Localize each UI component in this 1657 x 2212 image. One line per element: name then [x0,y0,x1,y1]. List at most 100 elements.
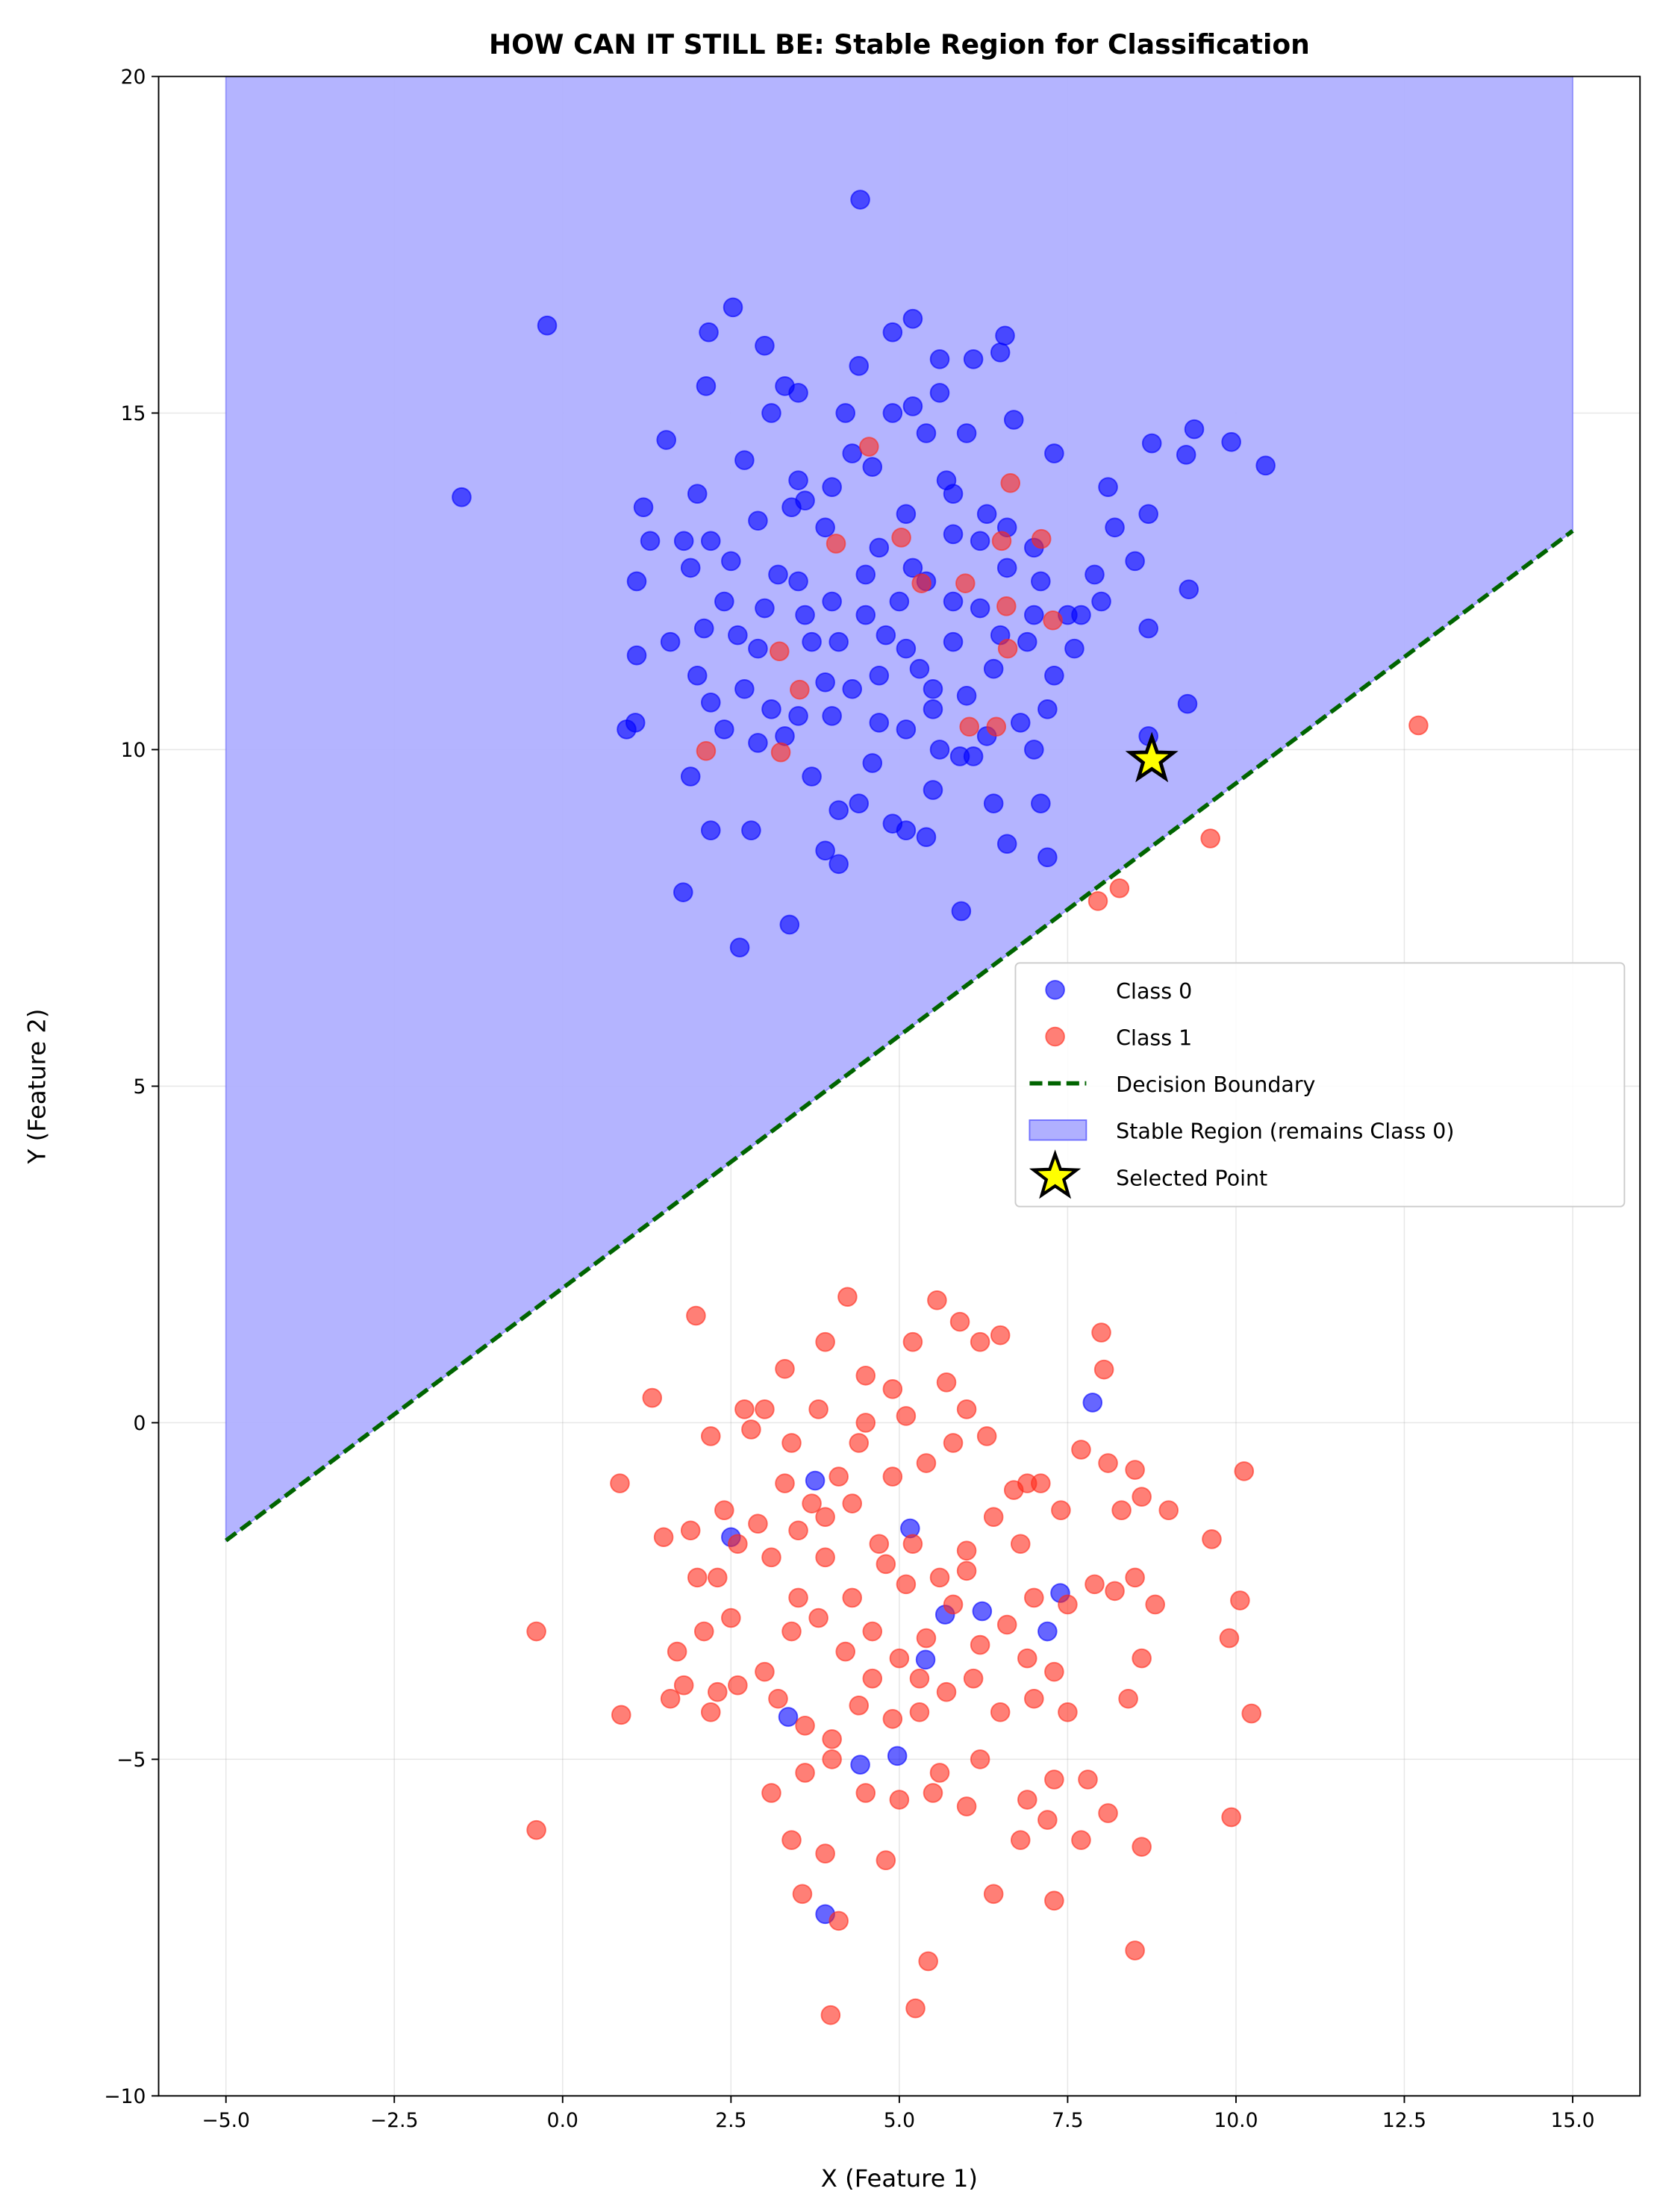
class-0-point [869,713,890,733]
class-0-point [1125,551,1145,572]
class-0-point [1098,477,1118,497]
class-0-point [1221,431,1241,452]
class-0-point [625,713,646,733]
class-0-point [855,604,876,625]
class-0-point [970,531,990,552]
class-1-point [996,1614,1017,1635]
class-0-point [680,766,701,787]
legend-marker-class-0 [1045,980,1065,1000]
class-1-point [869,1534,890,1555]
class-0-point [916,423,937,443]
legend-marker-star [1029,1149,1082,1199]
class-0-point [916,827,937,847]
class-0-point [700,531,721,552]
x-tick-label: 7.5 [1052,2109,1083,2132]
class-1-point [687,1567,708,1588]
class-1-point [1017,1790,1037,1810]
class-1-point [680,1520,701,1541]
class-1-point [1230,1590,1250,1610]
class-1-point [820,2005,841,2025]
class-0-point [828,854,849,875]
class-1-point [956,1796,977,1816]
class-1-point [842,1493,863,1513]
class-0-point [1024,604,1044,625]
class-0-point [929,349,950,369]
class-1-point [1058,1594,1078,1615]
class-0-point [779,914,800,935]
y-tick-label: 15 [121,402,146,425]
class-0-point [943,631,964,652]
class-1-point [815,1547,835,1568]
class-1-point [741,1419,761,1440]
class-1-point [1132,1487,1152,1507]
class-1-point [986,716,1007,737]
class-1-point [882,1466,903,1487]
class-1-point [781,1830,802,1850]
class-1-point [1125,1940,1145,1961]
class-0-point [887,1746,908,1766]
class-1-point [1058,1702,1078,1722]
class-0-point [869,537,890,558]
class-0-point [687,665,708,686]
class-0-point [778,1707,799,1727]
class-1-point [909,1668,930,1689]
class-0-point [640,531,661,552]
class-0-point [1031,571,1051,592]
class-1-point [795,1716,815,1736]
class-1-point [721,1608,741,1628]
class-1-point [943,1433,964,1453]
class-0-point [775,726,795,746]
class-1-point [775,1473,795,1493]
class-0-point [923,678,943,699]
class-1-point [1132,1837,1152,1857]
y-tick-label: −5 [116,1749,146,1772]
class-1-point [905,1998,926,2019]
class-0-point [882,322,903,343]
class-1-point [842,1587,863,1608]
class-1-point [918,1951,938,1972]
y-tick-label: 0 [134,1412,146,1435]
class-0-point [755,335,775,356]
class-1-point [815,1843,835,1863]
class-1-point [1098,1453,1118,1473]
class-1-point [936,1681,957,1702]
class-0-point [902,557,923,578]
class-1-point [927,1290,947,1310]
y-tick-label: 20 [121,66,146,89]
class-1-point [976,1426,997,1446]
class-1-point [959,716,979,737]
class-1-point [828,1910,849,1931]
class-1-point [728,1534,748,1555]
class-0-point [788,706,808,726]
class-1-point [770,641,790,662]
class-0-point [673,531,694,552]
class-0-point [956,686,977,706]
class-1-point [983,1507,1004,1527]
class-1-point [970,1331,990,1352]
class-0-point [815,840,835,861]
class-0-point [768,564,788,585]
class-0-point [990,342,1011,363]
class-1-point [1037,1810,1058,1830]
class-0-point [822,477,842,497]
class-0-point [1044,443,1064,463]
class-1-point [909,1702,930,1722]
class-0-point [696,376,717,396]
class-0-point [822,591,842,612]
class-1-point [1098,1803,1118,1823]
class-1-point [768,1688,788,1709]
class-1-point [902,1534,923,1555]
class-0-point [728,625,748,646]
class-1-point [911,573,932,593]
class-0-point [850,190,870,210]
class-0-point [949,746,970,766]
class-0-point [687,484,708,504]
class-0-point [896,820,917,840]
class-1-point [862,1668,883,1689]
class-1-point [916,1453,937,1473]
class-1-point [990,1702,1011,1722]
class-1-point [855,1783,876,1803]
class-0-point [943,524,964,545]
class-0-point [849,356,870,376]
class-0-point [788,571,808,592]
